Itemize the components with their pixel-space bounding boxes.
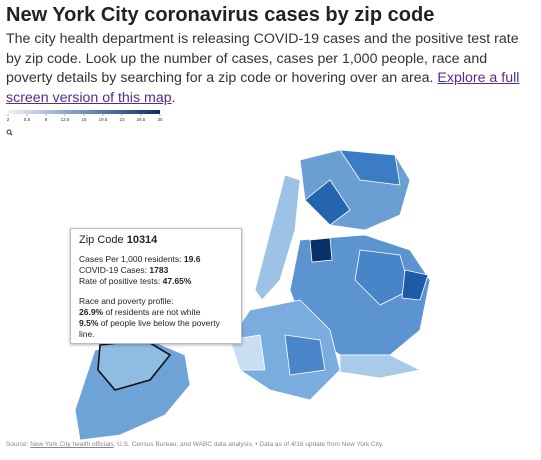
tooltip: Zip Code 10314 Cases Per 1,000 residents…	[70, 228, 242, 344]
legend-bar	[8, 110, 160, 114]
search-icon[interactable]	[6, 129, 13, 136]
row-value: 19.6	[183, 254, 201, 264]
tooltip-rows: Cases Per 1,000 residents: 19.6 COVID-19 …	[79, 254, 233, 287]
tooltip-title-prefix: Zip Code	[79, 234, 124, 246]
zip-areas	[74, 149, 431, 440]
legend-tick-label: 16	[81, 117, 87, 122]
tooltip-row: Cases Per 1,000 residents: 19.6	[79, 254, 233, 265]
source-link[interactable]: New York City health officials	[30, 441, 114, 448]
description-text: The city health department is releasing …	[6, 31, 519, 86]
title: New York City coronavirus cases by zip c…	[6, 4, 435, 26]
note-text: of residents are not white	[105, 307, 201, 317]
legend-tick-label: 19.5	[99, 117, 108, 122]
tooltip-note: 9.5% of people live below the poverty li…	[79, 318, 233, 340]
source-prefix: Source:	[6, 441, 31, 448]
legend-tick-label: 26.5	[137, 117, 146, 122]
legend-tick-label: 12.5	[61, 117, 70, 122]
tooltip-row: Rate of positive tests: 47.65%	[79, 276, 233, 287]
legend-tick-label: 9	[45, 117, 48, 122]
row-value: 1783	[149, 265, 169, 275]
tooltip-row: COVID-19 Cases: 1783	[79, 265, 233, 276]
tooltip-note: 26.9% of residents are not white	[79, 307, 233, 318]
row-label: COVID-19 Cases:	[79, 265, 148, 275]
legend-tick-label: 2	[7, 117, 10, 122]
tooltip-section: Race and poverty profile:	[79, 296, 174, 306]
row-label: Rate of positive tests:	[79, 276, 161, 286]
tooltip-zip: 10314	[126, 234, 158, 246]
note-text: of people live below the poverty line.	[79, 318, 220, 339]
full-screen-link[interactable]: Explore a full screen version of this ma…	[6, 70, 520, 106]
note-value: 26.9%	[79, 307, 104, 317]
legend-tick-label: 30	[157, 117, 163, 122]
tooltip-notes: 26.9% of residents are not white 9.5% of …	[79, 307, 233, 340]
legend-tick-label: 5.5	[24, 117, 31, 122]
description: The city health department is releasing …	[6, 30, 534, 108]
map	[74, 149, 431, 440]
row-label: Cases Per 1,000 residents:	[79, 254, 182, 264]
source-rest: , U.S. Census Bureau, and WABC data anal…	[113, 441, 384, 448]
source: Source: New York City health officials, …	[6, 441, 384, 448]
description-end: .	[171, 89, 176, 106]
row-value: 47.65%	[162, 276, 192, 286]
legend-tick-label: 23	[119, 117, 125, 122]
legend: 2 5.5 9 12.5 16 19.5 23 26.5 30	[6, 110, 163, 136]
note-value: 9.5%	[79, 318, 99, 328]
